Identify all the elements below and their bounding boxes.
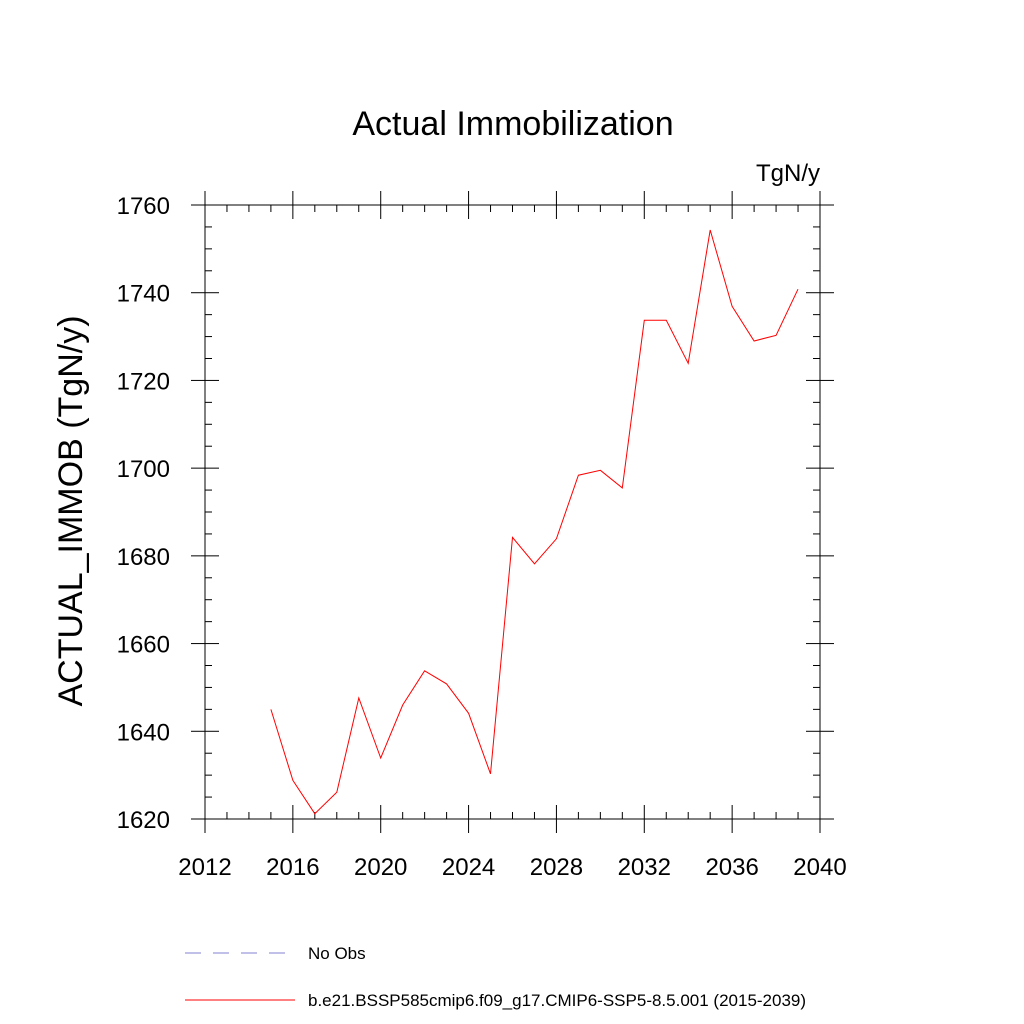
plot-frame — [204, 204, 821, 820]
x-tick-label: 2016 — [266, 854, 319, 881]
x-tick-label: 2028 — [530, 854, 583, 881]
x-tick-label: 2012 — [178, 854, 231, 881]
legend-label-no-obs: No Obs — [308, 944, 366, 963]
chart-title: Actual Immobilization — [352, 105, 673, 143]
legend-label-ssp585: b.e21.BSSP585cmip6.f09_g17.CMIP6-SSP5-8.… — [308, 991, 806, 1010]
y-tick-label: 1720 — [117, 368, 170, 395]
legend: No Obs b.e21.BSSP585cmip6.f09_g17.CMIP6-… — [185, 944, 806, 1010]
x-tick-label: 2032 — [618, 854, 671, 881]
y-tick-label: 1620 — [117, 807, 170, 834]
y-tick-label: 1760 — [117, 193, 170, 220]
series-line — [270, 229, 799, 815]
units-label: TgN/y — [756, 160, 820, 187]
y-axis-label: ACTUAL_IMMOB (TgN/y) — [52, 315, 90, 706]
x-tick-label: 2040 — [793, 854, 846, 881]
x-tick-label: 2036 — [705, 854, 758, 881]
y-tick-label: 1680 — [117, 544, 170, 571]
x-tick-label: 2020 — [354, 854, 407, 881]
y-tick-label: 1660 — [117, 632, 170, 659]
x-tick-label: 2024 — [442, 854, 495, 881]
axis-tick-labels: 2012 2016 2020 2024 2028 2032 2036 2040 1620 1640… — [117, 193, 847, 881]
y-tick-label: 1640 — [117, 719, 170, 746]
series-layer — [270, 229, 799, 815]
y-tick-label: 1700 — [117, 456, 170, 483]
axis-ticks — [191, 191, 834, 833]
y-tick-label: 1740 — [117, 281, 170, 308]
